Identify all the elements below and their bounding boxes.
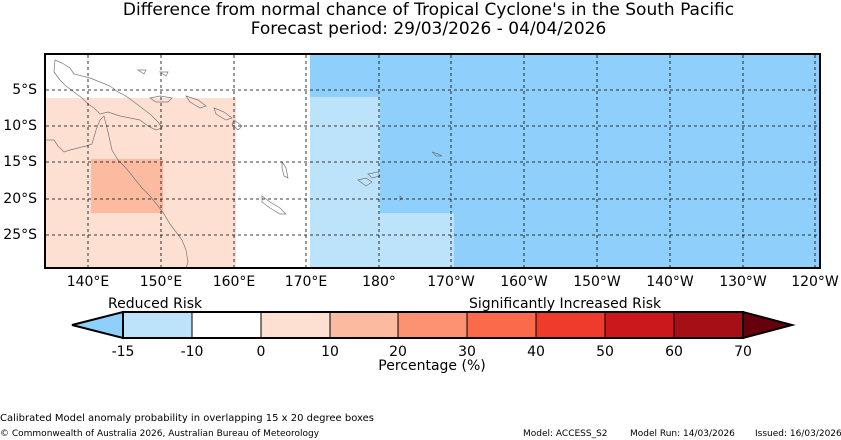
colorbar-tick: 50 <box>596 344 614 360</box>
lon-label-120w: 120°W <box>791 274 839 290</box>
coastlines <box>46 59 443 269</box>
lon-label-160w: 160°W <box>500 274 548 290</box>
lon-label-150e: 150°E <box>139 274 183 290</box>
colorbar-tick: -15 <box>111 344 135 360</box>
lon-label-160e: 160°E <box>212 274 256 290</box>
colorbar-bin <box>330 312 398 338</box>
footer-model-run: Model Run: 14/03/2026 <box>630 429 735 439</box>
legend-reduced-risk-label: Reduced Risk <box>108 296 203 312</box>
lat-label-10s: 10°S <box>3 118 37 134</box>
lat-label-25s: 25°S <box>3 227 37 243</box>
colorbar-bin <box>605 312 674 338</box>
colorbar-tick: 10 <box>321 344 339 360</box>
colorbar-low-extension <box>71 310 124 340</box>
lon-label-140w: 140°W <box>646 274 694 290</box>
map-frame <box>44 53 821 269</box>
forecast-period: Forecast period: 29/03/2026 - 04/04/2026 <box>250 19 607 39</box>
colorbar-bin <box>536 312 605 338</box>
colorbar-tick: 70 <box>734 344 752 360</box>
colorbar-bin <box>192 312 261 338</box>
lon-label-130w: 130°W <box>719 274 767 290</box>
colorbar-tick: 0 <box>256 344 266 360</box>
colorbar-bin <box>467 312 536 338</box>
colorbar-tick: 60 <box>665 344 683 360</box>
colorbar-bin <box>398 312 467 338</box>
footer-copyright: © Commonwealth of Australia 2026, Austra… <box>0 429 320 439</box>
lon-label-170w: 170°W <box>427 274 475 290</box>
increased-risk-light-region <box>310 97 380 268</box>
lat-label-15s: 15°S <box>3 154 37 170</box>
reduced-risk-region-core <box>91 159 163 213</box>
colorbar-bin <box>123 312 192 338</box>
lat-label-20s: 20°S <box>3 191 37 207</box>
colorbar-bin <box>674 312 743 338</box>
lon-label-180: 180° <box>362 274 396 290</box>
colorbar-bin <box>261 312 330 338</box>
lat-label-5s: 5°S <box>12 82 37 98</box>
colorbar-tick: 40 <box>527 344 545 360</box>
increased-risk-light-region-south <box>380 213 454 268</box>
lon-label-150w: 150°W <box>573 274 621 290</box>
footer-note: Calibrated Model anomaly probability in … <box>0 413 375 424</box>
lon-label-170e: 170°E <box>284 274 328 290</box>
colorbar <box>71 310 796 340</box>
colorbar-tick: 20 <box>389 344 407 360</box>
gridlines <box>46 55 819 268</box>
colorbar-axis-label: Percentage (%) <box>378 358 486 374</box>
footer-model: Model: ACCESS_S2 <box>523 429 608 439</box>
legend-increased-risk-label: Significantly Increased Risk <box>469 296 662 312</box>
footer-issued: Issued: 16/03/2026 <box>755 429 841 439</box>
map-title: Difference from normal chance of Tropica… <box>122 0 735 20</box>
colorbar-tick: -10 <box>180 344 204 360</box>
lon-label-140e: 140°E <box>66 274 110 290</box>
forecast-map <box>44 53 821 269</box>
colorbar-tick: 30 <box>458 344 476 360</box>
colorbar-high-extension <box>742 310 796 340</box>
